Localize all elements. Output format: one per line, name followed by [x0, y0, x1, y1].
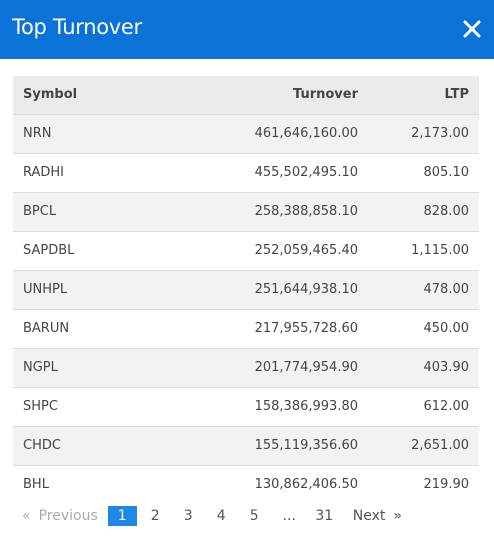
- next-arrow-icon[interactable]: »: [393, 508, 402, 524]
- symbol-cell: RADHI: [23, 165, 65, 180]
- table-row[interactable]: SHPC 158,386,993.80 612.00: [13, 387, 479, 426]
- ltp-cell: 478.00: [423, 282, 470, 297]
- table-row[interactable]: SAPDBL 252,059,465.40 1,115.00: [13, 231, 479, 270]
- symbol-cell: BPCL: [23, 204, 57, 219]
- turnover-table-container: Symbol Turnover LTP NRN 461,646,160.00 2…: [13, 76, 479, 504]
- page-button-1[interactable]: 1: [107, 506, 137, 526]
- turnover-cell: 251,644,938.10: [254, 282, 358, 297]
- previous-arrow-icon: «: [22, 508, 31, 524]
- close-icon: [463, 20, 481, 38]
- table-row[interactable]: BPCL 258,388,858.10 828.00: [13, 192, 479, 231]
- table-row[interactable]: NRN 461,646,160.00 2,173.00: [13, 114, 479, 153]
- ltp-cell: 828.00: [423, 204, 470, 219]
- ltp-cell: 2,651.00: [411, 438, 469, 453]
- table-row[interactable]: BHL 130,862,406.50 219.90: [13, 465, 479, 504]
- turnover-cell: 201,774,954.90: [254, 360, 358, 375]
- turnover-cell: 155,119,356.60: [254, 438, 358, 453]
- ltp-cell: 2,173.00: [411, 126, 469, 141]
- column-header-turnover[interactable]: Turnover: [293, 87, 358, 103]
- ltp-cell: 450.00: [423, 321, 470, 336]
- ltp-cell: 1,115.00: [411, 243, 469, 258]
- turnover-cell: 461,646,160.00: [254, 126, 358, 141]
- ltp-cell: 403.90: [423, 360, 470, 375]
- symbol-cell: UNHPL: [23, 282, 68, 297]
- page-button-3[interactable]: 3: [183, 508, 193, 524]
- page-button-5[interactable]: 5: [249, 508, 259, 524]
- table-row[interactable]: CHDC 155,119,356.60 2,651.00: [13, 426, 479, 465]
- column-header-ltp[interactable]: LTP: [444, 87, 469, 103]
- ltp-cell: 805.10: [423, 165, 470, 180]
- symbol-cell: SHPC: [23, 399, 58, 414]
- modal-header: Top Turnover: [0, 0, 494, 59]
- next-button[interactable]: Next: [352, 508, 386, 524]
- modal-title: Top Turnover: [12, 15, 142, 39]
- table-row[interactable]: RADHI 455,502,495.10 805.10: [13, 153, 479, 192]
- ltp-cell: 612.00: [423, 399, 470, 414]
- symbol-cell: NRN: [23, 126, 52, 141]
- turnover-cell: 455,502,495.10: [254, 165, 358, 180]
- pagination: « Previous 1 2 3 4 5 ... 31 Next »: [18, 506, 406, 526]
- page-button-2[interactable]: 2: [150, 508, 160, 524]
- column-header-symbol[interactable]: Symbol: [23, 87, 78, 103]
- table-header-row: Symbol Turnover LTP: [13, 76, 479, 114]
- previous-button[interactable]: Previous: [38, 508, 98, 524]
- page-ellipsis: ...: [282, 508, 296, 524]
- turnover-cell: 130,862,406.50: [254, 477, 358, 493]
- symbol-cell: NGPL: [23, 360, 58, 375]
- turnover-table: Symbol Turnover LTP NRN 461,646,160.00 2…: [13, 76, 479, 504]
- page-button-31[interactable]: 31: [315, 508, 334, 524]
- symbol-cell: BHL: [23, 477, 49, 493]
- turnover-cell: 158,386,993.80: [254, 399, 358, 414]
- table-row[interactable]: NGPL 201,774,954.90 403.90: [13, 348, 479, 387]
- turnover-cell: 258,388,858.10: [254, 204, 358, 219]
- symbol-cell: BARUN: [23, 321, 70, 336]
- table-row[interactable]: BARUN 217,955,728.60 450.00: [13, 309, 479, 348]
- close-button[interactable]: [462, 19, 482, 39]
- symbol-cell: SAPDBL: [23, 243, 75, 258]
- page-button-4[interactable]: 4: [216, 508, 226, 524]
- symbol-cell: CHDC: [23, 438, 61, 453]
- turnover-cell: 252,059,465.40: [254, 243, 358, 258]
- table-row[interactable]: UNHPL 251,644,938.10 478.00: [13, 270, 479, 309]
- ltp-cell: 219.90: [423, 477, 470, 493]
- turnover-cell: 217,955,728.60: [254, 321, 358, 336]
